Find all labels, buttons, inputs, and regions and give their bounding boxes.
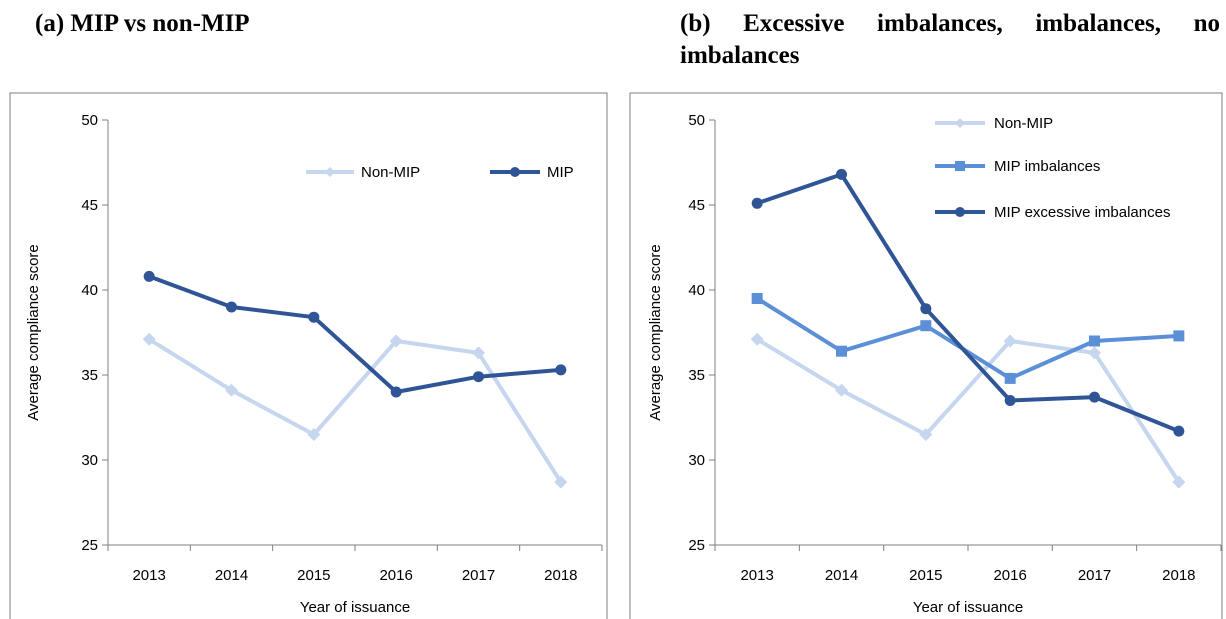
data-point (835, 383, 848, 397)
chart-a: 25 30 35 40 45 50 2013 2014 2015 2016 2017 2018 Year… (9, 92, 608, 619)
legend-swatch-marker (510, 167, 520, 177)
data-point (390, 386, 402, 398)
x-tick-label: 2013 (740, 567, 773, 584)
data-point (143, 270, 155, 282)
legend-swatch-marker (955, 118, 965, 128)
x-tick-label: 2015 (909, 567, 942, 584)
panel-b-title: (b) Excessive imbalances, imbalances, no… (680, 10, 1220, 69)
series-line (756, 296, 1179, 381)
data-point (307, 428, 321, 441)
data-point (1089, 335, 1100, 347)
series-line (148, 337, 563, 484)
series-non-mip (750, 332, 1186, 489)
legend-swatch-marker (955, 161, 965, 171)
chart-b: 25 30 35 40 45 50 2013 2014 2015 2016 2017 2018 Year… (629, 92, 1223, 619)
y-tick-label: 40 (688, 282, 705, 299)
y-axis-title: Average compliance score (25, 244, 42, 420)
data-point (225, 383, 238, 397)
data-point (836, 345, 847, 357)
legend-swatch-marker (955, 207, 965, 217)
series-mip-imbalances (751, 293, 1185, 384)
data-point (472, 346, 485, 360)
y-axis-title: Average compliance score (647, 244, 664, 420)
legend-label: Non-MIP (361, 164, 420, 181)
data-point (920, 320, 932, 332)
x-tick-label: 2018 (1162, 567, 1195, 584)
y-tick-label: 25 (81, 537, 98, 554)
y-tick-label: 30 (81, 452, 98, 469)
legend-label: MIP (547, 164, 574, 181)
data-point (1003, 334, 1017, 348)
data-point (1089, 391, 1100, 403)
legend: Non-MIP MIP imbalances MIP excessive imbal… (935, 115, 1170, 221)
x-axis-title: Year of issuance (913, 599, 1023, 616)
data-point (555, 364, 567, 376)
y-tick-label: 35 (688, 367, 705, 384)
data-point (836, 168, 847, 180)
data-point (226, 301, 237, 313)
data-point (1004, 395, 1016, 406)
legend-swatch-marker (325, 167, 335, 177)
data-point (554, 475, 568, 489)
x-tick-label: 2016 (993, 567, 1026, 584)
y-tick-label: 25 (688, 537, 705, 554)
series-mip-excessive-imbalances (751, 168, 1185, 437)
x-tick-label: 2013 (132, 567, 165, 584)
legend-label: MIP excessive imbalances (994, 204, 1170, 221)
data-point (142, 332, 156, 346)
legend-label: MIP imbalances (994, 158, 1100, 175)
data-point (1004, 372, 1016, 384)
data-point (473, 371, 484, 383)
data-point (389, 334, 403, 348)
y-tick-label: 30 (688, 452, 705, 469)
x-tick-label: 2017 (462, 567, 495, 584)
chart-frame (9, 92, 608, 619)
x-tick-label: 2015 (297, 567, 330, 584)
series-line (756, 172, 1180, 433)
data-point (751, 293, 763, 304)
x-tick-label: 2018 (544, 567, 577, 584)
y-tick-label: 50 (688, 112, 705, 129)
data-point (1172, 475, 1186, 489)
chart-frame (629, 92, 1223, 619)
data-point (751, 197, 763, 209)
y-tick-label: 35 (81, 367, 98, 384)
x-tick-label: 2014 (825, 567, 858, 584)
data-point (1173, 330, 1185, 342)
legend: Non-MIP MIP (306, 164, 574, 181)
series-line (148, 274, 561, 394)
x-tick-label: 2014 (215, 567, 248, 584)
data-point (750, 332, 764, 346)
data-point (308, 311, 320, 323)
x-tick-label: 2017 (1078, 567, 1111, 584)
series-mip (143, 270, 567, 398)
legend-label: Non-MIP (994, 115, 1053, 132)
y-tick-label: 40 (81, 282, 98, 299)
y-tick-label: 45 (688, 197, 705, 214)
data-point (1088, 346, 1101, 360)
series-line (756, 337, 1181, 484)
x-axis-title: Year of issuance (300, 599, 410, 616)
panel-a-title: (a) MIP vs non-MIP (35, 10, 250, 37)
data-point (1173, 425, 1185, 437)
y-tick-label: 45 (81, 197, 98, 214)
data-point (919, 428, 933, 441)
x-tick-label: 2016 (379, 567, 412, 584)
y-tick-label: 50 (81, 112, 98, 129)
data-point (920, 303, 932, 315)
